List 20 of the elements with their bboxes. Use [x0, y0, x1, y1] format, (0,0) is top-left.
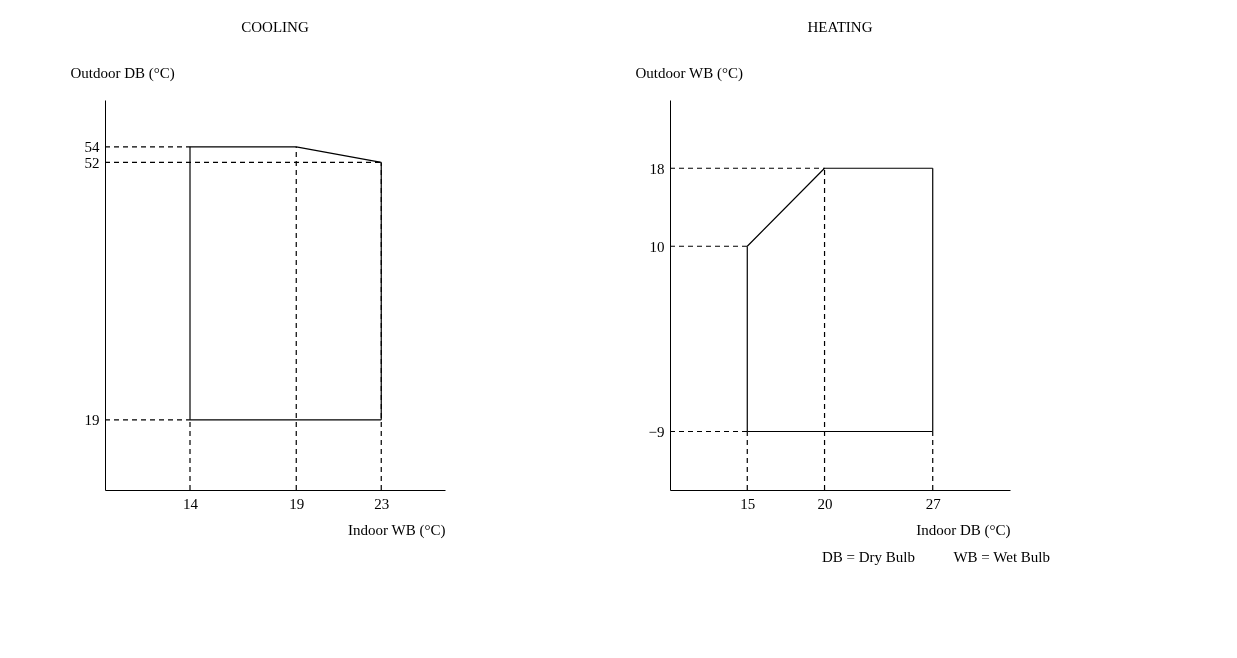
chart-title: HEATING [807, 19, 873, 35]
text: WB = Wet Bulb [953, 549, 1050, 565]
y-tick-label: 18 [649, 160, 665, 177]
text: DB = Dry Bulb [821, 549, 915, 565]
y-tick-label: 54 [84, 139, 100, 156]
y-axis-title: Outdoor DB (°C) [70, 64, 175, 82]
x-axis-title: Indoor WB (°C) [348, 521, 446, 539]
chart-title: COOLING [241, 19, 309, 35]
x-tick-label: 15 [740, 495, 756, 512]
x-tick-label: 14 [183, 495, 199, 512]
y-tick-label: −9 [648, 424, 665, 440]
x-tick-label: 19 [289, 495, 305, 512]
y-tick-label: 19 [84, 412, 100, 429]
x-axis-title: Indoor DB (°C) [916, 521, 1011, 539]
y-tick-label: 10 [649, 238, 665, 255]
y-tick-label: 52 [84, 154, 100, 171]
x-tick-label: 20 [817, 495, 833, 512]
x-tick-label: 23 [374, 495, 390, 512]
x-tick-label: 27 [925, 495, 942, 512]
y-axis-title: Outdoor WB (°C) [635, 64, 743, 82]
